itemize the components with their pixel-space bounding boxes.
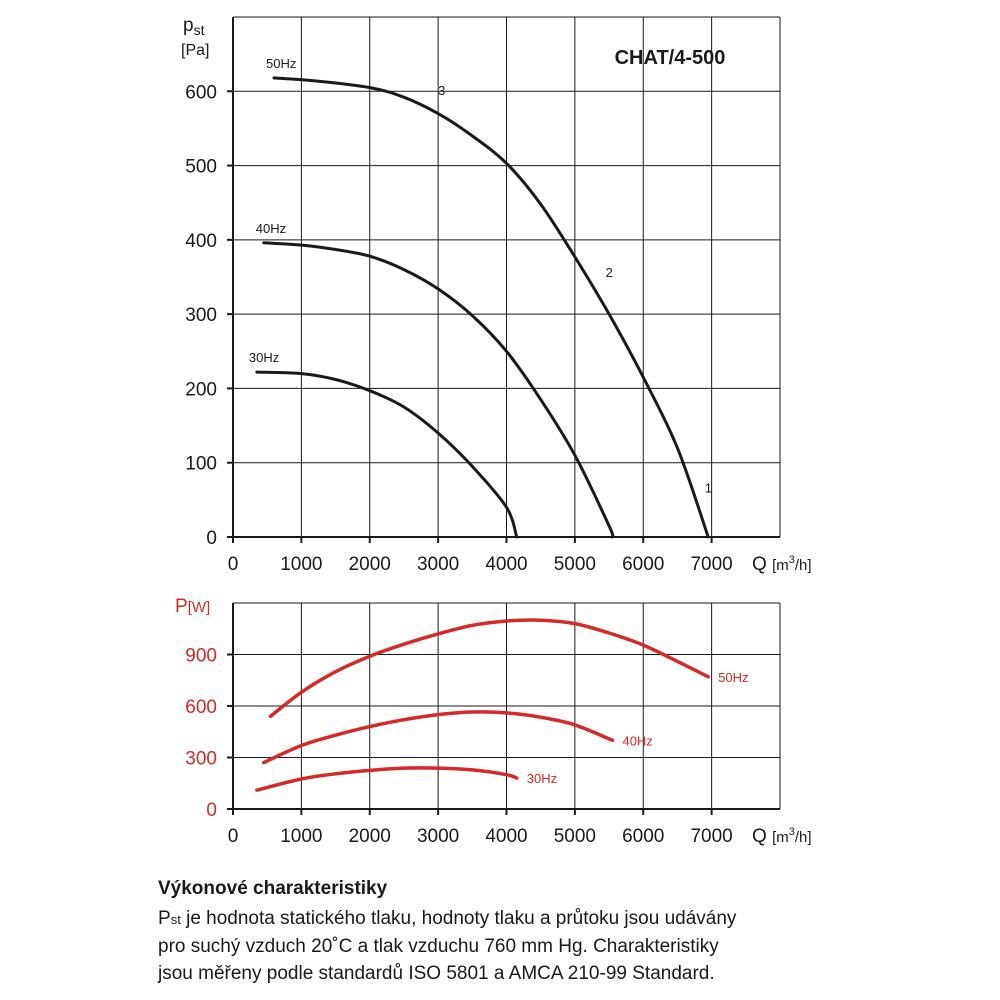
x-tick-label: 1000: [280, 826, 322, 847]
chart-title: CHAT/4-500: [615, 47, 726, 69]
x-tick-label: 0: [228, 554, 239, 575]
point-label: 1: [705, 480, 712, 495]
caption-line-1: Pst je hodnota statického tlaku, hodnoty…: [158, 905, 858, 933]
y-tick-label: 500: [185, 157, 217, 178]
caption-symbol: P: [158, 908, 171, 929]
y-tick-label: 0: [206, 800, 217, 821]
x-tick-label: 7000: [690, 826, 732, 847]
chart-panel-2: 0 300 600 900 0 1000 2000 3000 4000 5000 6000 7000 Q…: [175, 596, 812, 847]
series-line-40Hz: [262, 241, 615, 539]
y-axis-unit: [Pa]: [181, 42, 209, 59]
series-label-50Hz: 50Hz: [266, 56, 296, 71]
x-tick-label: 2000: [349, 826, 391, 847]
y-tick-label: 600: [185, 697, 217, 718]
series-line-30Hz: [255, 766, 519, 792]
caption-line-3: jsou měřeny podle standardů ISO 5801 a A…: [158, 963, 715, 984]
x-tick-label: 5000: [554, 826, 596, 847]
y-tick-label: 900: [185, 646, 217, 667]
series-label-50Hz: 50Hz: [718, 670, 748, 685]
y-axis-label: P[W]: [175, 596, 210, 617]
x-tick-label: 2000: [349, 554, 391, 575]
caption-line-1-text: je hodnota statického tlaku, hodnoty tla…: [180, 908, 737, 929]
x-tick-label: 3000: [417, 826, 459, 847]
x-tick-label: 6000: [622, 826, 664, 847]
y-tick-label: 0: [206, 528, 217, 549]
x-tick-label: 5000: [554, 554, 596, 575]
caption: Výkonové charakteristiky Pst je hodnota …: [158, 878, 858, 987]
series-line-30Hz: [255, 370, 519, 539]
y-tick-label: 600: [185, 82, 217, 103]
y-axis-label: pst: [183, 15, 205, 38]
series-label-40Hz: 40Hz: [622, 733, 652, 748]
series-label-30Hz: 30Hz: [527, 771, 557, 786]
caption-title: Výkonové charakteristiky: [158, 878, 388, 899]
x-tick-label: 7000: [690, 554, 732, 575]
y-tick-label: 300: [185, 749, 217, 770]
point-label: 3: [438, 83, 445, 98]
caption-line-2: pro suchý vzduch 20˚C a tlak vzduchu 760…: [158, 936, 719, 957]
y-tick-label: 400: [185, 231, 217, 252]
x-tick-label: 1000: [280, 554, 322, 575]
y-tick-label: 200: [185, 379, 217, 400]
series-line-50Hz: [268, 618, 710, 719]
series-line-40Hz: [262, 710, 615, 765]
y-tick-label: 300: [185, 305, 217, 326]
series-line-50Hz: [272, 76, 710, 539]
y-tick-label: 100: [185, 454, 217, 475]
x-axis-label: Q [m3/h]: [752, 826, 812, 847]
caption-body: Pst je hodnota statického tlaku, hodnoty…: [158, 905, 858, 987]
x-tick-label: 3000: [417, 554, 459, 575]
series-label-40Hz: 40Hz: [256, 221, 286, 236]
x-tick-label: 0: [228, 826, 239, 847]
series-label-30Hz: 30Hz: [249, 350, 279, 365]
x-axis-label: Q [m3/h]: [752, 554, 812, 575]
caption-symbol-sub: st: [170, 912, 181, 927]
x-tick-label: 6000: [622, 554, 664, 575]
point-label: 2: [606, 265, 613, 280]
x-tick-label: 4000: [485, 826, 527, 847]
x-tick-label: 4000: [485, 554, 527, 575]
